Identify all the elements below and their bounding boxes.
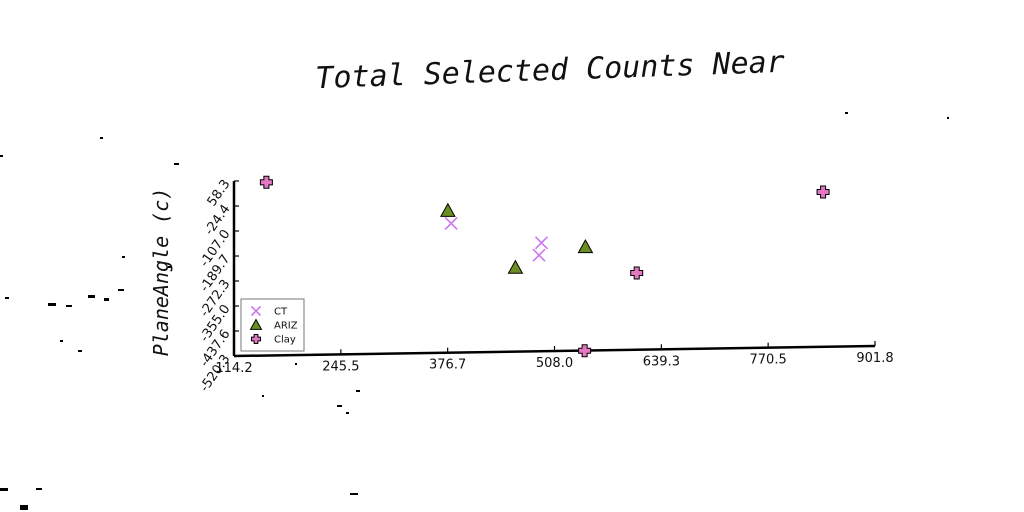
legend-marker-ct — [250, 305, 262, 317]
legend-marker-clay — [251, 334, 261, 344]
x-tick-label: 901.8 — [856, 351, 893, 366]
point-ariz — [507, 259, 524, 274]
legend-label-ariz: ARIZ — [274, 321, 298, 332]
point-ariz — [577, 238, 594, 254]
y-axis-label: PlaneAngle (c) — [149, 188, 173, 357]
point-clay — [630, 266, 644, 280]
legend: CT ARIZ Clay — [240, 298, 305, 352]
point-ct — [534, 236, 549, 250]
legend-label-ct: CT — [274, 307, 288, 318]
point-clay — [816, 185, 830, 199]
point-ariz — [440, 202, 456, 217]
x-tick-label: 376.7 — [429, 358, 466, 373]
noise-specks — [0, 112, 949, 510]
data-points — [259, 175, 830, 358]
point-ct — [444, 216, 458, 231]
y-tick-label: 58.3 — [205, 177, 234, 209]
x-tick-label: 245.5 — [322, 359, 359, 374]
legend-label-clay: Clay — [274, 335, 296, 346]
x-axis-ticks: 114.2 245.5 376.7 508.0 639.3 770.5 901.8 — [215, 341, 894, 376]
legend-marker-ariz — [249, 318, 263, 330]
point-ct — [532, 248, 546, 262]
x-tick-label: 114.2 — [215, 361, 252, 376]
legend-box — [240, 298, 305, 352]
point-clay — [259, 175, 273, 189]
x-tick-label: 639.3 — [643, 354, 680, 369]
point-clay — [578, 344, 592, 358]
chart-title: Total Selected Counts Near — [315, 45, 786, 96]
x-tick-label: 770.5 — [750, 353, 787, 368]
x-tick-label: 508.0 — [536, 356, 573, 371]
